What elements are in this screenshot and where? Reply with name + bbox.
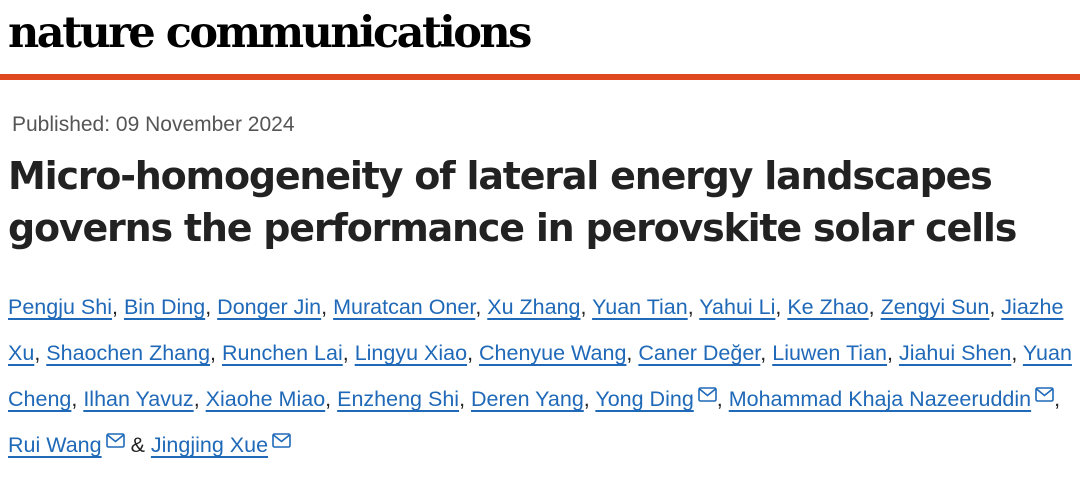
email-icon[interactable]	[105, 433, 125, 448]
author-item: Jingjing Xue	[151, 433, 291, 457]
author-link[interactable]: Jiazhe Xu	[8, 295, 1064, 365]
author-link[interactable]: Ilhan Yavuz	[83, 387, 194, 411]
author-separator: ,	[193, 387, 206, 411]
author-link[interactable]: Mohammad Khaja Nazeeruddin	[728, 387, 1032, 411]
author-item: Deren Yang	[471, 387, 584, 411]
author-link[interactable]: Zengyi Sun	[880, 295, 990, 319]
author-link[interactable]: Lingyu Xiao	[354, 341, 468, 365]
author-link[interactable]: Muratcan Oner	[333, 295, 476, 319]
author-separator: ,	[687, 295, 700, 319]
author-separator: ,	[210, 341, 222, 365]
publication-date: Published: 09 November 2024	[12, 113, 295, 136]
author-item: Ilhan Yavuz	[83, 387, 193, 411]
author-link[interactable]: Bin Ding	[123, 295, 206, 319]
author-item: Enzheng Shi	[337, 387, 459, 411]
author-separator: ,	[342, 341, 355, 365]
author-item: Chenyue Wang	[479, 341, 626, 365]
author-item: Shaochen Zhang	[46, 341, 210, 365]
author-item: Caner Değer	[638, 341, 760, 365]
author-item: Yuan Cheng	[8, 341, 1072, 411]
author-link[interactable]: Pengju Shi	[8, 295, 112, 319]
author-separator: ,	[716, 387, 729, 411]
author-item: Bin Ding	[124, 295, 205, 319]
author-separator: ,	[775, 295, 788, 319]
site-header: nature communications	[0, 0, 1080, 76]
author-link[interactable]: Yuan Tian	[592, 295, 688, 319]
author-separator: ,	[580, 295, 593, 319]
email-icon[interactable]	[272, 433, 291, 448]
author-separator: ,	[760, 341, 773, 365]
author-separator: ,	[886, 341, 899, 365]
author-separator: ,	[34, 341, 47, 365]
author-separator: ,	[112, 295, 124, 319]
author-separator: ,	[868, 295, 881, 319]
author-separator: &	[124, 433, 151, 457]
header-accent-bar	[0, 74, 1080, 80]
author-link[interactable]: Yong Ding	[595, 387, 694, 411]
author-separator: ,	[467, 341, 480, 365]
author-separator: ,	[626, 341, 639, 365]
author-link[interactable]: Runchen Lai	[222, 341, 343, 365]
author-item: Rui Wang	[8, 433, 125, 457]
author-link[interactable]: Xiaohe Miao	[205, 387, 326, 411]
author-item: Xu Zhang	[487, 295, 580, 319]
author-link[interactable]: Rui Wang	[8, 433, 102, 457]
author-item: Runchen Lai	[222, 341, 343, 365]
author-separator: ,	[459, 387, 472, 411]
author-link[interactable]: Jingjing Xue	[150, 433, 269, 457]
author-link[interactable]: Deren Yang	[471, 387, 584, 411]
author-item: Jiazhe Xu	[8, 295, 1063, 365]
author-item: Yuan Tian	[592, 295, 688, 319]
author-separator: ,	[1011, 341, 1023, 365]
author-item: Muratcan Oner	[333, 295, 475, 319]
author-link[interactable]: Ke Zhao	[787, 295, 869, 319]
author-link[interactable]: Yuan Cheng	[8, 341, 1072, 411]
author-item: Zengyi Sun	[881, 295, 990, 319]
author-separator: ,	[1054, 387, 1061, 411]
author-item: Mohammad Khaja Nazeeruddin	[729, 387, 1054, 411]
author-item: Lingyu Xiao	[355, 341, 467, 365]
author-item: Yahui Li	[699, 295, 775, 319]
journal-logo[interactable]: nature communications	[8, 8, 532, 58]
author-item: Liuwen Tian	[772, 341, 887, 365]
author-link[interactable]: Donger Jin	[217, 295, 322, 319]
author-item: Yong Ding	[595, 387, 717, 411]
author-separator: ,	[321, 295, 334, 319]
author-link[interactable]: Yahui Li	[699, 295, 776, 319]
author-link[interactable]: Shaochen Zhang	[46, 341, 211, 365]
article-title: Micro-homogeneity of lateral energy land…	[8, 154, 1017, 250]
author-link[interactable]: Xu Zhang	[487, 295, 581, 319]
author-link[interactable]: Jiahui Shen	[898, 341, 1012, 365]
author-link[interactable]: Liuwen Tian	[772, 341, 887, 365]
author-link[interactable]: Caner Değer	[638, 341, 761, 365]
author-item: Jiahui Shen	[899, 341, 1011, 365]
email-icon[interactable]	[1035, 387, 1054, 402]
author-list: Pengju Shi, Bin Ding, Donger Jin, Muratc…	[8, 284, 1078, 468]
author-item: Xiaohe Miao	[206, 387, 326, 411]
author-separator: ,	[205, 295, 218, 319]
author-separator: ,	[475, 295, 488, 319]
email-icon[interactable]	[697, 387, 717, 402]
author-link[interactable]: Chenyue Wang	[479, 341, 627, 365]
author-item: Donger Jin	[217, 295, 321, 319]
author-separator: ,	[583, 387, 596, 411]
author-separator: ,	[325, 387, 338, 411]
author-separator: ,	[989, 295, 1002, 319]
author-link[interactable]: Enzheng Shi	[337, 387, 460, 411]
author-item: Ke Zhao	[787, 295, 868, 319]
author-separator: ,	[71, 387, 84, 411]
author-item: Pengju Shi	[8, 295, 112, 319]
